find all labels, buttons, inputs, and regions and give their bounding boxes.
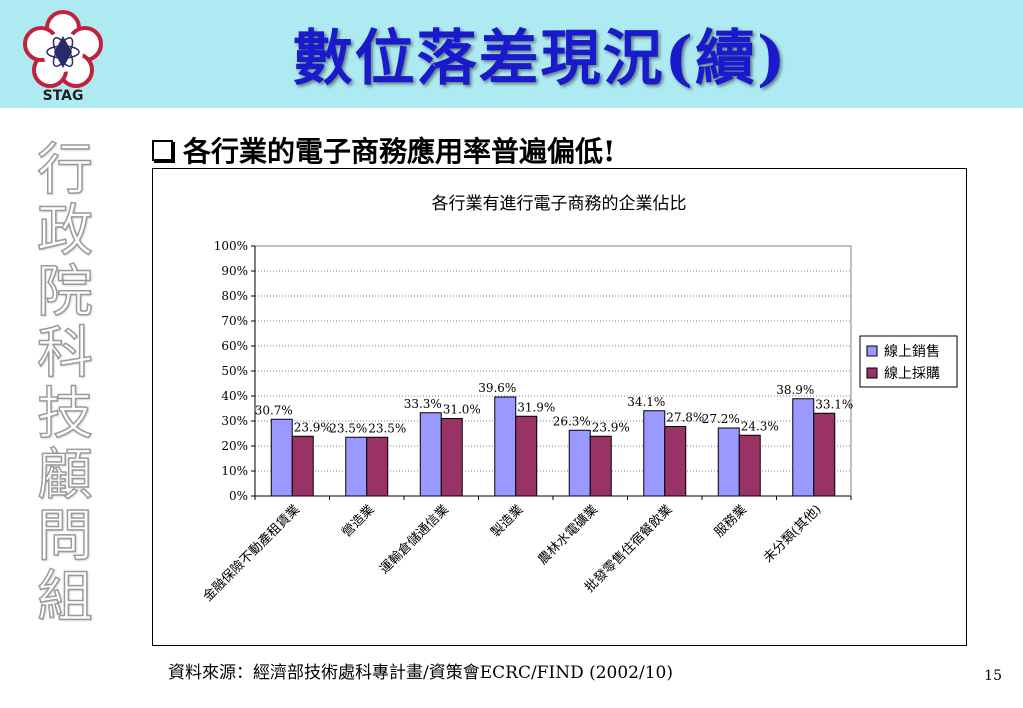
y-tick-label: 30% — [221, 414, 248, 428]
bar-online-purchase — [813, 412, 836, 497]
bar-online-purchase — [291, 435, 314, 497]
page-number: 15 — [984, 668, 1002, 684]
header-bar: STAG 數位落差現況(續) — [0, 0, 1023, 108]
data-label: 33.3% — [404, 397, 442, 411]
sidebar-char: 組 — [36, 565, 94, 630]
y-tick-label: 90% — [221, 264, 248, 278]
data-label: 26.3% — [553, 414, 591, 428]
bullet-text: 各行業的電子商務應用率普遍偏低! — [183, 135, 616, 168]
sidebar-char: 科 — [36, 321, 94, 386]
y-tick-label: 70% — [221, 314, 248, 328]
sidebar-org-name: 行政院科技顧問組 — [35, 138, 95, 630]
y-tick-label: 80% — [221, 289, 248, 303]
legend-entry: 線上採購 — [884, 366, 940, 382]
sidebar-char: 技 — [36, 382, 94, 447]
sidebar-char: 問 — [36, 504, 94, 569]
bullet-point: 各行業的電子商務應用率普遍偏低! — [152, 130, 615, 170]
sidebar-char: 行 — [36, 138, 94, 203]
chart-title: 各行業有進行電子商務的企業佔比 — [432, 194, 687, 214]
bar-online-purchase — [589, 435, 612, 497]
logo-text: STAG — [42, 88, 84, 104]
bar-online-purchase — [440, 418, 463, 497]
data-label: 31.9% — [517, 400, 555, 414]
data-label: 34.1% — [627, 395, 665, 409]
y-tick-label: 10% — [221, 464, 248, 478]
bar-online-sales — [568, 429, 591, 497]
bar-chart: 各行業有進行電子商務的企業佔比 0% 10% 20% 30% 40% 50% 60% 70% 80… — [200, 194, 958, 605]
data-label: 27.2% — [702, 412, 740, 426]
bar-online-purchase — [366, 436, 389, 497]
bar-online-sales — [792, 398, 815, 497]
sidebar-char: 顧 — [36, 443, 94, 508]
bar-online-sales — [345, 436, 368, 497]
checkbox-bullet-icon — [152, 140, 173, 161]
legend-swatch — [866, 345, 878, 357]
bar-online-sales — [270, 418, 293, 497]
bar-online-sales — [494, 396, 517, 497]
legend-entry: 線上銷售 — [884, 344, 940, 360]
data-label: 27.8% — [666, 411, 704, 425]
data-label: 38.9% — [776, 383, 814, 397]
data-label: 23.9% — [592, 420, 630, 434]
x-tick-label: 服務業 — [711, 502, 750, 541]
data-label: 33.1% — [815, 397, 853, 411]
y-tick-label: 50% — [221, 364, 248, 378]
y-tick-label: 60% — [221, 339, 248, 353]
stag-logo: STAG — [18, 10, 108, 106]
bar-online-purchase — [738, 434, 761, 497]
x-tick-label: 金融保險不動產租賃業 — [200, 502, 303, 605]
bar-online-sales — [419, 412, 442, 497]
plum-blossom-icon — [23, 10, 103, 88]
data-label: 23.5% — [368, 421, 406, 435]
x-tick-label: 運輸倉儲通信業 — [376, 502, 452, 578]
data-label: 39.6% — [478, 381, 516, 395]
data-label: 24.3% — [741, 419, 779, 433]
x-tick-label: 農林水電礦業 — [535, 502, 601, 568]
y-tick-label: 20% — [221, 439, 248, 453]
data-label: 30.7% — [255, 403, 293, 417]
legend-swatch — [866, 367, 878, 379]
y-tick-label: 0% — [229, 489, 248, 503]
data-label: 31.0% — [443, 403, 481, 417]
page-title: 數位落差現況(續) — [292, 24, 788, 94]
x-tick-label: 製造業 — [488, 502, 527, 541]
sidebar-char: 政 — [36, 199, 94, 264]
chart-frame: 各行業有進行電子商務的企業佔比 0% 10% 20% 30% 40% 50% 60% 70% 80… — [152, 168, 967, 646]
x-tick-label: 未分類(其他) — [761, 502, 825, 566]
y-tick-label: 100% — [214, 239, 248, 253]
data-label: 23.5% — [329, 421, 367, 435]
bar-online-purchase — [664, 426, 687, 497]
source-note: 資料來源：經濟部技術處科專計畫/資策會ECRC/FIND (2002/10) — [168, 663, 673, 683]
sidebar-char: 院 — [36, 260, 94, 325]
data-label: 23.9% — [294, 420, 332, 434]
bar-online-sales — [643, 410, 666, 497]
bar-online-sales — [717, 427, 740, 497]
bar-online-purchase — [515, 415, 538, 497]
y-tick-label: 40% — [221, 389, 248, 403]
x-tick-label: 營造業 — [339, 502, 378, 541]
